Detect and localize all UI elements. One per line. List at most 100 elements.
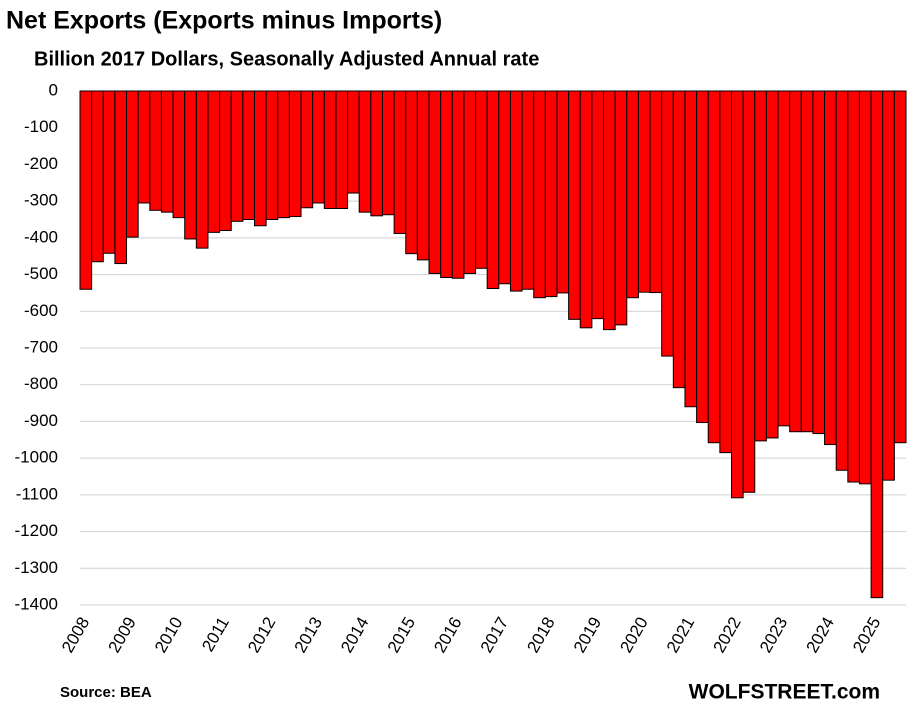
bar xyxy=(102,90,116,254)
bar xyxy=(893,90,907,444)
bar xyxy=(800,90,814,433)
bar xyxy=(184,90,197,240)
x-tick-label: 2022 xyxy=(709,614,744,656)
bar xyxy=(521,90,535,290)
y-tick-label: -1100 xyxy=(16,484,58,503)
bar xyxy=(591,90,605,320)
x-tick-label: 2019 xyxy=(570,614,605,656)
y-tick-label: -1200 xyxy=(15,521,58,540)
bar xyxy=(509,90,523,292)
bar xyxy=(533,90,546,299)
bar xyxy=(475,90,488,269)
bar xyxy=(114,90,128,265)
bar xyxy=(672,90,686,389)
bar xyxy=(824,90,837,446)
bar xyxy=(381,90,395,216)
x-tick-label: 2010 xyxy=(151,614,186,656)
y-tick-label: -300 xyxy=(24,191,58,210)
bar xyxy=(323,90,337,209)
bar xyxy=(126,90,139,238)
y-tick-label: -600 xyxy=(24,301,58,320)
bar xyxy=(312,90,325,204)
bar xyxy=(812,90,826,435)
x-tick-label: 2025 xyxy=(849,614,884,656)
bar xyxy=(544,90,558,298)
y-tick-label: -900 xyxy=(24,411,58,430)
y-tick-label: -1400 xyxy=(15,594,58,613)
bar xyxy=(137,90,151,204)
bar xyxy=(172,90,186,219)
x-tick-label: 2009 xyxy=(105,614,140,656)
x-tick-label: 2020 xyxy=(616,614,651,656)
y-tick-label: -1000 xyxy=(15,448,58,467)
bar xyxy=(486,90,500,290)
source-note: Source: BEA xyxy=(60,684,152,701)
bar xyxy=(870,90,884,599)
bar xyxy=(730,90,744,499)
bar xyxy=(626,90,639,299)
x-tick-label: 2017 xyxy=(477,614,512,656)
bar xyxy=(277,90,290,219)
bar xyxy=(347,90,360,194)
bar xyxy=(405,90,418,255)
x-tick-label: 2011 xyxy=(198,614,233,655)
x-tick-label: 2012 xyxy=(244,614,279,656)
y-tick-label: -800 xyxy=(24,374,58,393)
bar xyxy=(882,90,895,481)
x-tick-label: 2014 xyxy=(337,614,372,656)
chart-subtitle: Billion 2017 Dollars, Seasonally Adjuste… xyxy=(34,48,539,70)
x-tick-label: 2021 xyxy=(663,614,698,656)
y-tick-label: -100 xyxy=(24,117,58,136)
bar xyxy=(358,90,372,213)
bar xyxy=(149,90,162,211)
x-tick-label: 2008 xyxy=(58,614,93,656)
bar xyxy=(847,90,860,483)
x-tick-label: 2013 xyxy=(291,614,326,656)
bar xyxy=(416,90,430,261)
watermark: WOLFSTREET.com xyxy=(689,681,880,704)
x-tick-label: 2016 xyxy=(430,614,465,656)
bar xyxy=(649,90,663,294)
bar xyxy=(300,90,314,209)
bar xyxy=(265,90,279,220)
x-tick-label: 2015 xyxy=(384,614,419,656)
y-tick-label: -400 xyxy=(24,227,58,246)
y-tick-label: 0 xyxy=(49,80,58,99)
bar xyxy=(719,90,732,454)
y-tick-label: -200 xyxy=(24,154,58,173)
bar xyxy=(428,90,442,274)
bar xyxy=(91,90,104,263)
x-tick-label: 2023 xyxy=(756,614,791,656)
bar xyxy=(242,90,256,220)
bar xyxy=(463,90,477,274)
bar xyxy=(393,90,407,234)
bar xyxy=(858,90,872,485)
bar xyxy=(79,90,93,290)
bar xyxy=(254,90,267,227)
y-tick-label: -1300 xyxy=(15,558,58,577)
bar xyxy=(707,90,721,444)
bar xyxy=(835,90,849,471)
bar xyxy=(440,90,453,279)
bar xyxy=(742,90,756,493)
bar xyxy=(195,90,209,249)
bar xyxy=(230,90,244,222)
x-tick-label: 2018 xyxy=(523,614,558,656)
bar xyxy=(370,90,383,217)
bar xyxy=(556,90,570,294)
bar xyxy=(498,90,511,285)
bar xyxy=(603,90,616,331)
bar xyxy=(579,90,593,329)
bar xyxy=(754,90,767,442)
bar xyxy=(661,90,674,357)
x-tick-label: 2024 xyxy=(803,614,838,656)
bar xyxy=(207,90,221,233)
bar xyxy=(614,90,628,326)
bar xyxy=(789,90,802,433)
y-tick-label: -500 xyxy=(24,264,58,283)
bar xyxy=(765,90,779,439)
bar xyxy=(451,90,465,279)
bar xyxy=(288,90,302,218)
y-tick-label: -700 xyxy=(24,337,58,356)
